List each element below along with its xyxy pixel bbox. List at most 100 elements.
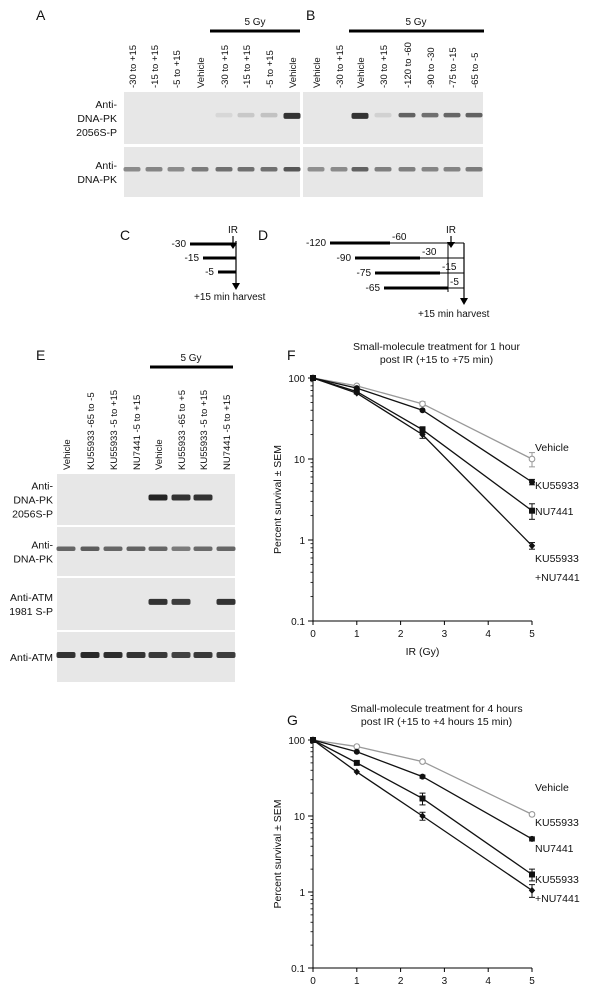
blot-a1-band (237, 167, 255, 172)
data-point (353, 759, 360, 766)
lane-label: NU7441 -5 to +15 (132, 395, 143, 470)
data-point (309, 374, 317, 382)
y-axis-label: Percent survival ± SEM (272, 445, 284, 554)
x-tick-label: 5 (529, 976, 535, 987)
ir-label: IR (446, 225, 456, 236)
blot-e1-band (171, 546, 191, 552)
blot-e1-band (193, 546, 213, 552)
lane-label: KU55933 -65 to -5 (86, 392, 97, 470)
series-label-line: KU55933 (535, 874, 579, 886)
blot-label: DNA-PK (77, 174, 117, 186)
data-point (528, 811, 536, 818)
blot-label: Anti- (31, 481, 53, 493)
data-point (528, 455, 536, 463)
blot-e2-band (148, 598, 168, 605)
y-tick-label: 1 (299, 888, 305, 899)
lane-label: -15 to +15 (150, 45, 161, 88)
x-tick-label: 2 (398, 629, 404, 640)
lane-label: NU7441 -5 to +15 (222, 395, 233, 470)
harvest-arrowhead (460, 298, 468, 305)
data-point (353, 748, 360, 755)
time-label: -30 (422, 247, 437, 258)
y-tick-label: 100 (288, 736, 305, 747)
blot-a0-band (215, 112, 233, 118)
blot-label: Anti-ATM (10, 652, 53, 664)
lane-label: Vehicle (154, 439, 165, 470)
x-tick-label: 3 (442, 976, 448, 987)
blot-e1-band (103, 546, 123, 552)
blot-e1-band (148, 546, 168, 552)
series-line (312, 739, 533, 891)
blot-e3-band (126, 652, 146, 658)
data-point (529, 479, 535, 486)
y-tick-label: 10 (294, 455, 306, 466)
blot-a0-band (237, 112, 255, 118)
data-point (528, 542, 536, 550)
blot-e3-band (171, 652, 191, 658)
blot-label: Anti- (95, 160, 117, 172)
time-label: -15 (185, 253, 200, 264)
y-axis-label: Percent survival ± SEM (272, 799, 284, 908)
data-point (529, 871, 535, 878)
blot-a1-band (283, 167, 301, 172)
lane-label: -75 to -15 (448, 47, 459, 88)
blot-a1-band (123, 167, 141, 172)
y-tick-label: 1 (299, 536, 305, 547)
lane-label: Vehicle (196, 57, 207, 88)
lane-label: Vehicle (312, 57, 323, 88)
panel-letter: E (36, 347, 45, 363)
series-line (312, 377, 533, 512)
chart-subtitle: post IR (+15 to +4 hours 15 min) (361, 716, 512, 728)
time-label: -30 (172, 239, 187, 250)
blot-b0-band (443, 112, 461, 118)
y-tick-label: 100 (288, 374, 305, 385)
lane-label: -30 to +15 (379, 45, 390, 88)
series-line (312, 377, 533, 547)
lane-label: Vehicle (356, 57, 367, 88)
y-tick-label: 10 (294, 812, 306, 823)
blot-b0-band (351, 112, 369, 119)
lane-label: KU55933 -5 to +15 (199, 390, 210, 470)
panel-a-b: A B 5 Gy 5 Gy -30 to +15 -15 to +15 -5 to +15 V… (36, 7, 484, 197)
panel-letter: C (120, 227, 130, 243)
x-tick-label: 5 (529, 629, 535, 640)
blot-label: Anti-ATM (10, 592, 53, 604)
blot-b0-band (465, 112, 483, 118)
blot-b1-band (330, 167, 348, 172)
x-axis-label: IR (Gy) (406, 646, 440, 658)
blot-b1-band (374, 167, 392, 172)
blot-a1-band (260, 167, 278, 172)
blot-label: Anti- (31, 540, 53, 552)
blot-b1-band (351, 167, 369, 172)
data-point (529, 835, 535, 842)
panel-letter: F (287, 347, 296, 363)
time-label: -90 (337, 253, 352, 264)
lane-label: Vehicle (288, 57, 299, 88)
blot-e3-band (148, 652, 168, 658)
x-tick-label: 3 (442, 629, 448, 640)
x-tick-label: 1 (354, 629, 360, 640)
blot-e0-band (171, 494, 191, 501)
panel-f-chart: F Small-molecule treatment for 1 hourpost… (272, 341, 580, 658)
data-point (353, 389, 360, 397)
data-point (419, 773, 426, 780)
ir-label: IR (228, 225, 238, 236)
lane-label: -5 to +15 (172, 50, 183, 88)
harvest-label: +15 min harvest (194, 292, 266, 303)
data-point (309, 736, 317, 744)
series-label-line: +NU7441 (535, 572, 580, 584)
blot-e2-membrane (57, 578, 235, 630)
data-point (419, 426, 426, 433)
series-label: Vehicle (535, 442, 569, 454)
blot-b0-band (374, 112, 392, 118)
x-tick-label: 2 (398, 976, 404, 987)
harvest-label: +15 min harvest (418, 309, 490, 320)
data-point (419, 795, 426, 802)
panel-letter: A (36, 7, 46, 23)
blot-label: DNA-PK (13, 495, 53, 507)
lane-label: -65 to -5 (470, 53, 481, 88)
data-point (419, 407, 426, 414)
series-line (312, 739, 533, 815)
data-point (353, 768, 360, 776)
